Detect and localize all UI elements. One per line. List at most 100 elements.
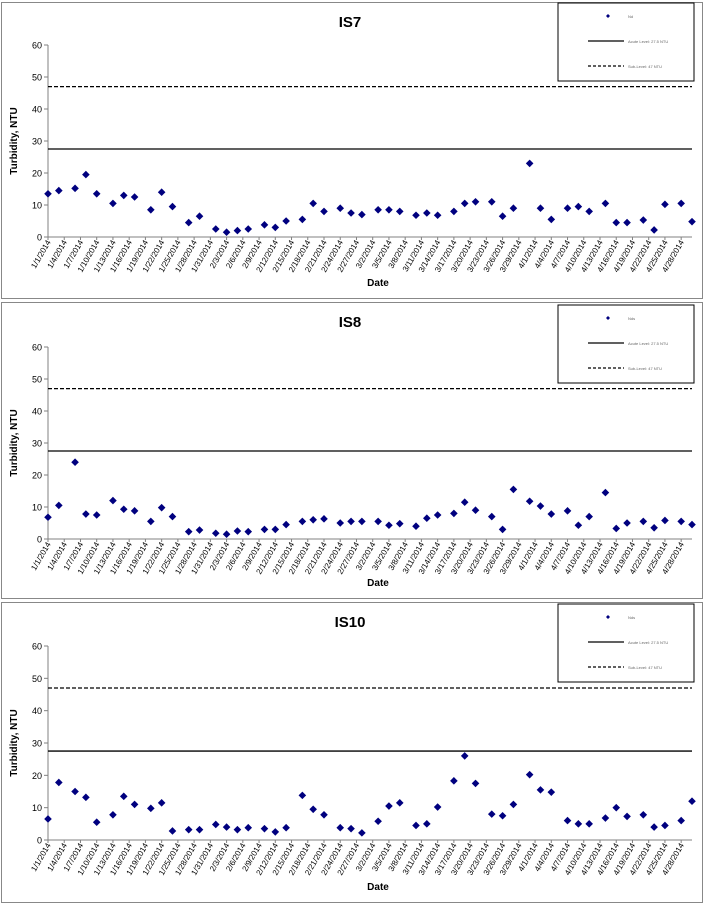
data-point xyxy=(677,199,685,208)
data-point xyxy=(374,517,382,526)
data-point xyxy=(82,170,90,179)
data-point xyxy=(55,778,63,787)
data-point xyxy=(433,511,442,519)
data-point xyxy=(639,216,648,224)
data-point xyxy=(639,517,648,526)
data-point xyxy=(195,526,204,534)
data-point xyxy=(222,228,231,236)
data-point xyxy=(487,810,496,818)
data-point xyxy=(450,207,458,216)
data-point xyxy=(450,509,458,518)
data-point xyxy=(157,188,166,196)
y-tick-label: 10 xyxy=(32,803,42,813)
data-point xyxy=(661,821,669,830)
chart-title: IS10 xyxy=(335,614,366,631)
data-point xyxy=(260,525,269,534)
y-tick-label: 60 xyxy=(32,41,42,51)
data-point xyxy=(487,512,496,521)
legend-label: Sub-Level: 47 NTU xyxy=(628,665,662,670)
data-point xyxy=(271,525,280,534)
x-axis-label: Date xyxy=(367,882,389,893)
data-point xyxy=(563,816,572,825)
y-tick-label: 10 xyxy=(32,503,42,513)
data-point xyxy=(271,828,280,836)
data-point xyxy=(498,212,507,220)
y-tick-label: 20 xyxy=(32,471,42,481)
y-tick-label: 30 xyxy=(32,739,42,749)
data-point xyxy=(487,198,496,206)
data-point xyxy=(82,793,90,802)
data-point xyxy=(309,805,317,814)
data-point xyxy=(82,510,90,518)
data-point xyxy=(271,223,280,232)
data-point xyxy=(244,527,253,536)
data-point xyxy=(119,792,128,801)
data-point xyxy=(336,823,345,832)
data-point xyxy=(130,507,139,515)
data-point xyxy=(320,515,328,523)
y-tick-label: 30 xyxy=(32,439,42,449)
data-point xyxy=(509,204,518,212)
data-point xyxy=(109,810,117,819)
data-point xyxy=(433,211,442,220)
y-tick-label: 10 xyxy=(32,201,42,211)
data-point xyxy=(44,190,52,198)
legend-label: Acute Level: 27.5 NTU xyxy=(628,39,668,44)
y-tick-label: 50 xyxy=(32,674,42,684)
data-point xyxy=(109,496,117,505)
data-point xyxy=(222,530,231,538)
y-axis-label: Turbidity, NTU xyxy=(9,409,20,476)
data-point xyxy=(385,206,393,214)
data-point xyxy=(574,521,583,530)
data-point xyxy=(677,816,685,825)
legend-box xyxy=(557,304,695,384)
data-point xyxy=(509,485,518,494)
legend-label: Sub-Level: 47 NTU xyxy=(628,64,662,69)
data-point xyxy=(168,512,177,521)
data-point xyxy=(639,810,648,819)
data-point xyxy=(168,202,177,211)
data-point xyxy=(623,812,631,821)
data-point xyxy=(130,193,139,201)
data-point xyxy=(298,791,307,800)
data-point xyxy=(320,207,328,216)
data-point xyxy=(509,800,518,809)
data-point xyxy=(260,824,269,833)
data-point xyxy=(374,817,382,826)
data-point xyxy=(601,814,610,822)
data-point xyxy=(585,512,593,521)
data-point xyxy=(563,507,572,515)
data-point xyxy=(44,513,52,522)
data-point xyxy=(298,215,307,224)
data-point xyxy=(195,212,204,220)
data-point xyxy=(233,825,242,834)
legend-label: Acute Level: 27.5 NTU xyxy=(628,640,668,645)
data-point xyxy=(661,200,669,209)
data-point xyxy=(358,210,366,219)
data-point xyxy=(612,524,621,533)
y-tick-label: 20 xyxy=(32,771,42,781)
legend-label: Nds xyxy=(628,615,635,620)
legend-label: Sub-Level: 47 NTU xyxy=(628,366,662,371)
data-point xyxy=(385,802,393,810)
data-point xyxy=(536,786,545,794)
data-point xyxy=(460,498,469,506)
y-tick-label: 60 xyxy=(32,343,42,353)
y-tick-label: 50 xyxy=(32,73,42,83)
data-point xyxy=(211,529,220,538)
data-point xyxy=(536,502,545,510)
data-point xyxy=(433,803,442,811)
data-point xyxy=(244,823,253,832)
data-point xyxy=(395,799,404,807)
data-point xyxy=(358,517,366,526)
data-point xyxy=(309,516,317,524)
data-point xyxy=(298,517,307,526)
data-point xyxy=(471,506,480,514)
data-point xyxy=(374,206,382,214)
data-point xyxy=(525,159,534,168)
data-point xyxy=(157,799,166,807)
data-point xyxy=(623,519,631,527)
data-point xyxy=(71,184,79,193)
y-tick-label: 0 xyxy=(37,535,42,545)
data-point xyxy=(688,520,696,529)
